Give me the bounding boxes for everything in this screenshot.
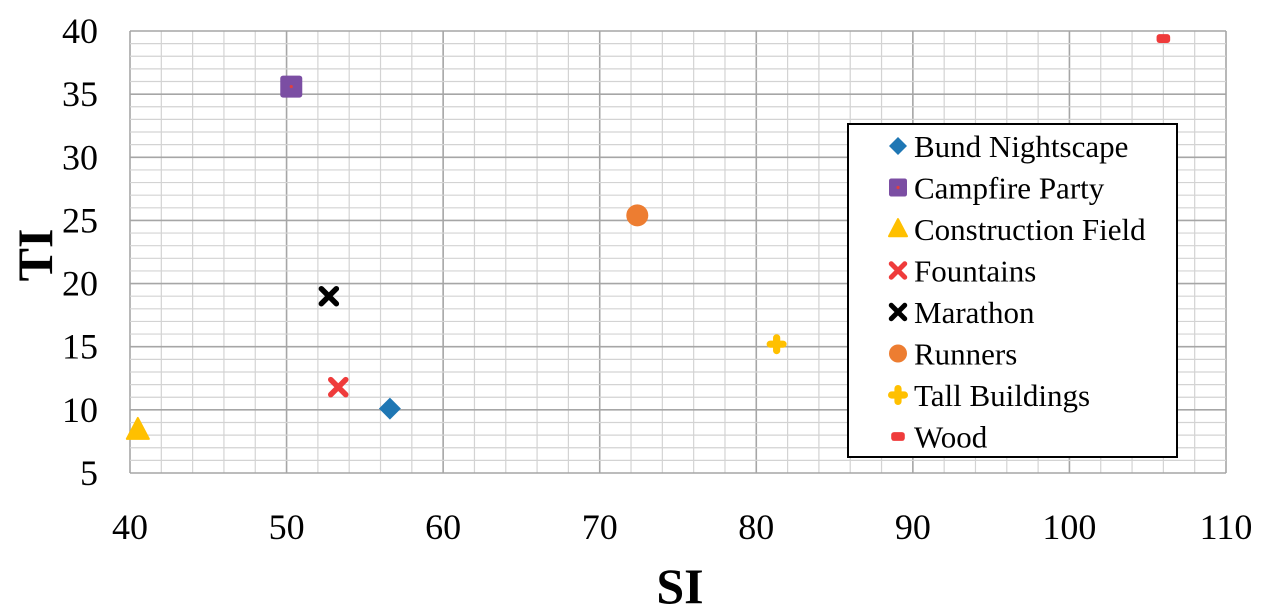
data-point (327, 376, 349, 398)
data-point (318, 285, 340, 307)
data-point (1156, 34, 1171, 43)
y-tick-label: 10 (62, 390, 98, 430)
tick-labels: 40 50 60 70 80 90 100 110 5 10 15 20 25 30 35 40 (62, 11, 1252, 547)
legend-marker (888, 385, 908, 405)
y-tick-label: 40 (62, 11, 98, 51)
x-tick-label: 90 (895, 507, 931, 547)
legend-label: Marathon (914, 295, 1035, 330)
y-tick-label: 25 (62, 200, 98, 240)
y-tick-label: 20 (62, 264, 98, 304)
legend: Bund Nightscape Campfire Party Constructio… (847, 123, 1178, 458)
data-point (378, 397, 401, 420)
legend-marker (891, 432, 905, 441)
data-points (125, 34, 1171, 440)
y-tick-label: 30 (62, 137, 98, 177)
legend-label: Campfire Party (914, 171, 1105, 206)
x-tick-label: 70 (582, 507, 618, 547)
y-tick-label: 5 (80, 453, 98, 493)
data-point (626, 204, 649, 227)
legend-label: Runners (914, 337, 1017, 372)
data-point (280, 75, 303, 98)
y-axis-title: TI (7, 229, 63, 282)
legend-marker (889, 344, 907, 363)
x-axis-title: SI (656, 558, 703, 610)
legend-marker (889, 178, 907, 197)
legend-label: Fountains (914, 254, 1036, 289)
legend-marker (888, 218, 908, 238)
data-point (766, 334, 787, 355)
legend-label: Wood (914, 420, 988, 455)
legend-label: Bund Nightscape (914, 129, 1128, 164)
x-tick-label: 80 (738, 507, 774, 547)
y-tick-label: 15 (62, 327, 98, 367)
data-point (125, 416, 150, 440)
x-tick-label: 100 (1042, 507, 1096, 547)
legend-label: Tall Buildings (914, 378, 1090, 413)
y-tick-label: 35 (62, 74, 98, 114)
legend-marker (888, 302, 908, 322)
x-tick-label: 50 (269, 507, 305, 547)
x-tick-label: 110 (1200, 507, 1253, 547)
legend-marker (888, 261, 908, 280)
legend-marker (889, 137, 907, 155)
legend-label: Construction Field (914, 212, 1146, 247)
x-tick-label: 40 (112, 507, 148, 547)
x-tick-label: 60 (425, 507, 461, 547)
legend-box (847, 123, 1178, 458)
